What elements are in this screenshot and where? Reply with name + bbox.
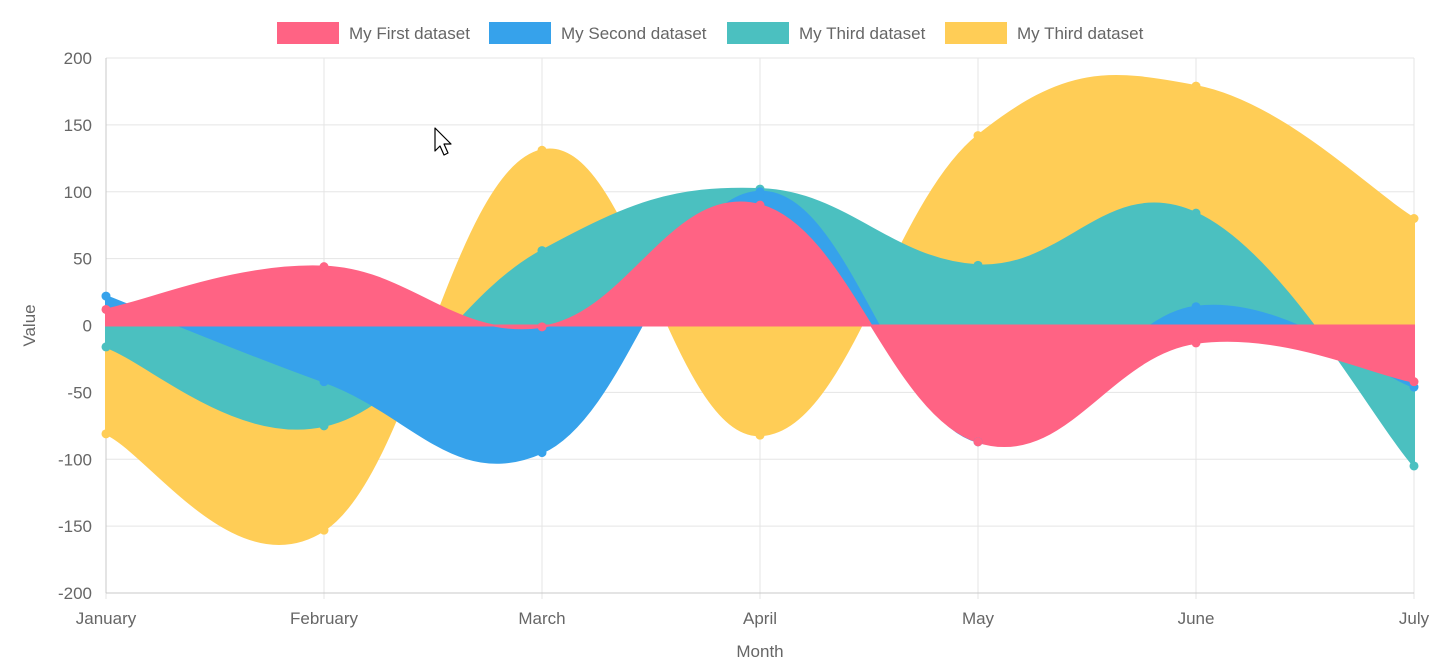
data-point-series-3 [537,246,547,256]
x-axis-title: Month [736,642,783,661]
x-tick-label: June [1178,609,1215,628]
data-point-series-1 [1191,338,1201,348]
data-point-series-3 [101,342,111,352]
legend-label-first: My First dataset [349,24,470,43]
x-tick-label: March [518,609,565,628]
y-tick-label: -200 [58,584,92,603]
chart-points [101,81,1419,535]
data-point-series-2 [1191,302,1201,312]
data-point-series-2 [755,187,765,197]
data-point-series-1 [973,437,983,447]
x-tick-label: May [962,609,995,628]
data-point-series-2 [101,291,111,301]
y-tick-label: 50 [73,250,92,269]
x-tick-label: July [1399,609,1430,628]
data-point-series-1 [537,322,547,332]
y-tick-label: -50 [67,383,92,402]
data-point-series-1 [101,304,111,314]
legend-swatch-first [277,22,339,44]
legend-swatch-fourth [945,22,1007,44]
chart-tick-labels: 200 150 100 50 0 -50 -100 -150 -200 January Februa… [58,49,1430,628]
x-tick-label: January [76,609,137,628]
data-point-series-3 [1409,461,1419,471]
y-tick-label: 100 [64,183,92,202]
data-point-series-3 [319,421,329,431]
y-tick-label: 150 [64,116,92,135]
data-point-series-1 [755,200,765,210]
x-tick-label: April [743,609,777,628]
legend-label-second: My Second dataset [561,24,707,43]
data-point-series-2 [537,448,547,458]
data-point-series-1 [1409,377,1419,387]
y-axis-title: Value [20,304,39,346]
data-point-series-4 [755,430,765,440]
data-point-series-4 [319,525,329,535]
data-point-series-2 [319,377,329,387]
arrow-cursor-icon [434,127,452,156]
data-point-series-3 [973,260,983,270]
series-area-3 [105,187,1415,469]
data-point-series-3 [1191,208,1201,218]
x-tick-label: February [290,609,359,628]
data-point-series-4 [537,145,547,155]
y-tick-label: -100 [58,450,92,469]
data-point-series-4 [1409,214,1419,223]
data-point-series-4 [1191,81,1201,91]
legend-swatch-third [727,22,789,44]
data-point-series-4 [101,429,111,439]
legend-label-fourth: My Third dataset [1017,24,1144,43]
data-point-series-4 [973,131,983,141]
chart-legend: My First dataset My Second dataset My Th… [0,20,1433,48]
y-tick-label: 0 [83,317,92,336]
y-tick-label: -150 [58,517,92,536]
legend-swatch-second [489,22,551,44]
legend-label-third: My Third dataset [799,24,926,43]
y-tick-label: 200 [64,49,92,68]
data-point-series-1 [319,262,329,272]
